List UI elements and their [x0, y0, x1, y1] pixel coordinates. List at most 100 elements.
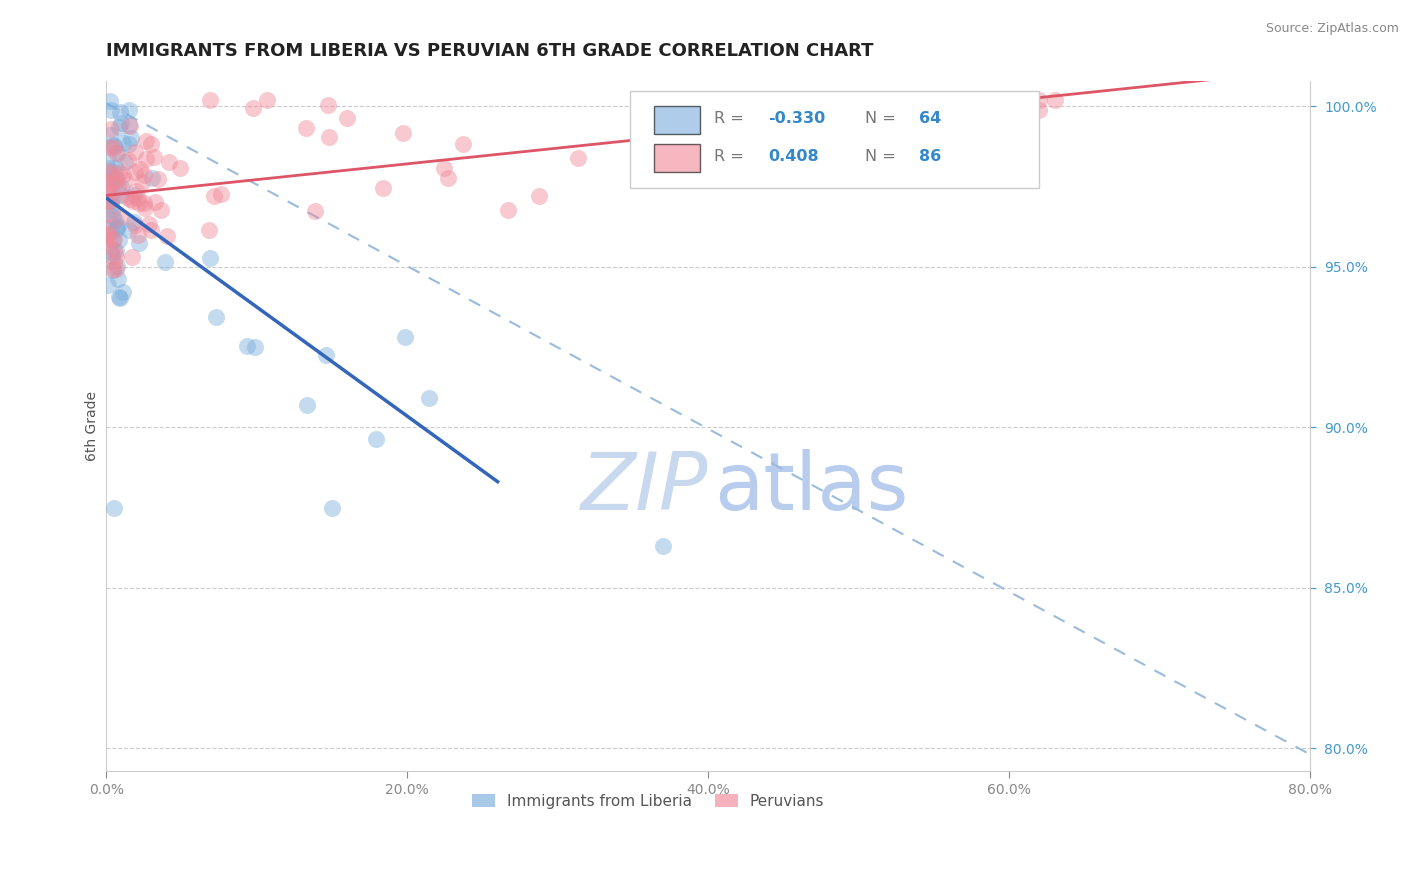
- Point: [124, 218, 146, 232]
- Point: [107, 271, 129, 285]
- Point: [121, 250, 143, 264]
- Point: [127, 191, 149, 205]
- Point: [256, 93, 278, 107]
- Point: [108, 291, 131, 305]
- Point: [104, 212, 127, 227]
- Point: [242, 101, 264, 115]
- Point: [567, 152, 589, 166]
- Point: [128, 235, 150, 250]
- Point: [297, 398, 319, 412]
- Point: [103, 232, 125, 246]
- Point: [135, 152, 157, 166]
- Point: [98, 139, 121, 153]
- Point: [105, 221, 128, 235]
- Text: N =: N =: [865, 112, 901, 126]
- Point: [100, 220, 122, 235]
- Point: [149, 202, 172, 217]
- Point: [101, 210, 124, 224]
- FancyBboxPatch shape: [654, 145, 700, 172]
- Point: [112, 136, 135, 150]
- Point: [304, 203, 326, 218]
- Point: [120, 131, 142, 145]
- Point: [125, 184, 148, 198]
- Point: [139, 222, 162, 236]
- Point: [169, 161, 191, 175]
- Point: [998, 93, 1021, 107]
- Point: [654, 156, 676, 170]
- FancyBboxPatch shape: [630, 91, 1039, 187]
- Point: [105, 171, 128, 186]
- Point: [209, 187, 232, 202]
- Point: [101, 190, 124, 204]
- Point: [418, 392, 440, 406]
- Point: [100, 244, 122, 259]
- Point: [134, 201, 156, 215]
- Point: [128, 196, 150, 211]
- Point: [97, 194, 120, 209]
- Point: [394, 330, 416, 344]
- Point: [157, 154, 180, 169]
- Point: [100, 202, 122, 217]
- Point: [143, 194, 166, 209]
- Point: [132, 168, 155, 182]
- Point: [105, 173, 128, 187]
- Point: [105, 244, 128, 258]
- Point: [198, 93, 221, 107]
- Point: [108, 289, 131, 303]
- Point: [97, 278, 120, 293]
- Point: [101, 176, 124, 190]
- Text: Source: ZipAtlas.com: Source: ZipAtlas.com: [1265, 22, 1399, 36]
- Point: [101, 249, 124, 263]
- Point: [107, 145, 129, 160]
- Point: [104, 262, 127, 277]
- Point: [364, 432, 387, 446]
- Point: [138, 217, 160, 231]
- Point: [118, 118, 141, 132]
- Point: [652, 539, 675, 553]
- Point: [96, 229, 118, 244]
- Point: [100, 121, 122, 136]
- Point: [127, 228, 149, 243]
- Point: [107, 179, 129, 194]
- Text: 64: 64: [920, 112, 942, 126]
- Point: [122, 215, 145, 229]
- Point: [97, 181, 120, 195]
- Point: [527, 189, 550, 203]
- Point: [122, 187, 145, 202]
- Point: [111, 168, 134, 182]
- Point: [98, 94, 121, 108]
- Point: [100, 166, 122, 180]
- Point: [117, 153, 139, 168]
- Point: [107, 219, 129, 234]
- Point: [96, 238, 118, 252]
- Point: [433, 161, 456, 175]
- Point: [104, 222, 127, 236]
- Point: [100, 222, 122, 236]
- Text: 86: 86: [920, 149, 942, 164]
- Point: [321, 500, 343, 515]
- Point: [131, 175, 153, 189]
- Point: [156, 229, 179, 244]
- Point: [101, 165, 124, 179]
- Point: [103, 243, 125, 257]
- Point: [205, 310, 228, 324]
- Point: [100, 170, 122, 185]
- Point: [101, 262, 124, 277]
- Point: [107, 233, 129, 247]
- Point: [496, 203, 519, 218]
- Point: [101, 137, 124, 152]
- Point: [96, 183, 118, 197]
- Point: [100, 197, 122, 211]
- Text: -0.330: -0.330: [769, 112, 825, 126]
- Point: [104, 145, 127, 160]
- Point: [107, 120, 129, 135]
- Point: [318, 129, 340, 144]
- Point: [135, 134, 157, 148]
- Point: [97, 232, 120, 246]
- Point: [627, 98, 650, 112]
- Point: [100, 194, 122, 208]
- Point: [121, 194, 143, 208]
- Point: [141, 170, 163, 185]
- Text: atlas: atlas: [714, 449, 908, 527]
- Point: [453, 136, 475, 151]
